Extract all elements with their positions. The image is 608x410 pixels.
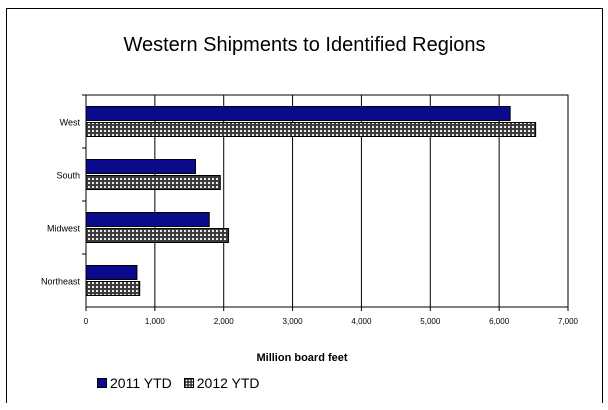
y-tick-label-west: West	[60, 118, 81, 128]
x-tick-label: 6,000	[489, 317, 510, 326]
bar-south-2011-ytd	[85, 159, 196, 174]
x-tick-label: 4,000	[351, 317, 372, 326]
x-tick-label: 5,000	[420, 317, 441, 326]
y-tick-label-south: South	[56, 171, 80, 181]
x-tick-label: 3,000	[283, 317, 304, 326]
bar-northeast-2012-ytd	[85, 281, 141, 296]
bar-midwest-2011-ytd	[85, 212, 210, 227]
y-tick-label-midwest: Midwest	[47, 224, 81, 234]
legend-label-2011: 2011 YTD	[110, 375, 172, 391]
legend-swatch-2011	[97, 378, 107, 388]
bar-south-2012-ytd	[85, 175, 221, 190]
legend: 2011 YTD 2012 YTD	[97, 374, 272, 392]
chart-title: Western Shipments to Identified Regions	[123, 34, 486, 56]
x-axis-label: Million board feet	[256, 352, 347, 364]
bar-midwest-2012-ytd	[85, 228, 230, 243]
legend-item-2012: 2012 YTD	[183, 375, 260, 391]
x-tick-label: 7,000	[558, 317, 579, 326]
legend-item-2011: 2011 YTD	[97, 375, 172, 391]
y-tick-label-northeast: Northeast	[41, 277, 81, 287]
legend-label-2012: 2012 YTD	[196, 375, 260, 391]
chart-frame: Western Shipments to Identified Regions …	[6, 8, 603, 403]
x-tick-label: 2,000	[214, 317, 235, 326]
bar-west-2011-ytd	[85, 106, 511, 121]
legend-swatch-2012	[183, 378, 194, 388]
x-tick-label: 1,000	[145, 317, 166, 326]
x-tick-label: 0	[84, 317, 89, 326]
bar-west-2012-ytd	[85, 122, 537, 137]
bar-northeast-2011-ytd	[85, 265, 138, 280]
bar-chart: 0 1,000 2,000 3,000 4,000 5,000 6,000 7,000 West…	[41, 94, 579, 364]
